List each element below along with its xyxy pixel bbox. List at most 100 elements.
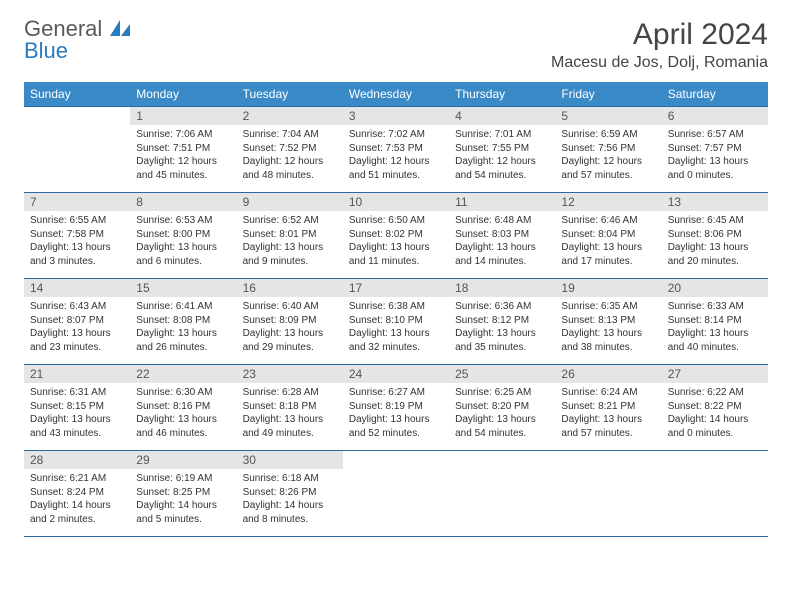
title-block: April 2024 Macesu de Jos, Dolj, Romania bbox=[551, 18, 768, 72]
day-details: Sunrise: 6:30 AMSunset: 8:16 PMDaylight:… bbox=[130, 383, 236, 443]
day-number: 26 bbox=[555, 365, 661, 383]
calendar-cell: 5Sunrise: 6:59 AMSunset: 7:56 PMDaylight… bbox=[555, 107, 661, 193]
day-details: Sunrise: 6:46 AMSunset: 8:04 PMDaylight:… bbox=[555, 211, 661, 271]
calendar-cell: 17Sunrise: 6:38 AMSunset: 8:10 PMDayligh… bbox=[343, 279, 449, 365]
day-number: 30 bbox=[237, 451, 343, 469]
weekday-header: Friday bbox=[555, 82, 661, 107]
day-details: Sunrise: 6:35 AMSunset: 8:13 PMDaylight:… bbox=[555, 297, 661, 357]
calendar-cell: 28Sunrise: 6:21 AMSunset: 8:24 PMDayligh… bbox=[24, 451, 130, 537]
calendar-cell: 2Sunrise: 7:04 AMSunset: 7:52 PMDaylight… bbox=[237, 107, 343, 193]
day-details: Sunrise: 6:57 AMSunset: 7:57 PMDaylight:… bbox=[662, 125, 768, 185]
calendar-cell: 16Sunrise: 6:40 AMSunset: 8:09 PMDayligh… bbox=[237, 279, 343, 365]
location: Macesu de Jos, Dolj, Romania bbox=[551, 54, 768, 72]
day-details: Sunrise: 6:19 AMSunset: 8:25 PMDaylight:… bbox=[130, 469, 236, 529]
day-number: 29 bbox=[130, 451, 236, 469]
calendar-cell: 9Sunrise: 6:52 AMSunset: 8:01 PMDaylight… bbox=[237, 193, 343, 279]
day-number: 1 bbox=[130, 107, 236, 125]
day-details: Sunrise: 6:45 AMSunset: 8:06 PMDaylight:… bbox=[662, 211, 768, 271]
calendar-cell: 26Sunrise: 6:24 AMSunset: 8:21 PMDayligh… bbox=[555, 365, 661, 451]
day-number: 23 bbox=[237, 365, 343, 383]
day-details: Sunrise: 6:55 AMSunset: 7:58 PMDaylight:… bbox=[24, 211, 130, 271]
calendar-cell: 3Sunrise: 7:02 AMSunset: 7:53 PMDaylight… bbox=[343, 107, 449, 193]
day-number: 3 bbox=[343, 107, 449, 125]
day-number: 24 bbox=[343, 365, 449, 383]
day-number: 14 bbox=[24, 279, 130, 297]
day-number: 27 bbox=[662, 365, 768, 383]
calendar-table: SundayMondayTuesdayWednesdayThursdayFrid… bbox=[24, 82, 768, 537]
calendar-row: 1Sunrise: 7:06 AMSunset: 7:51 PMDaylight… bbox=[24, 107, 768, 193]
day-details: Sunrise: 7:06 AMSunset: 7:51 PMDaylight:… bbox=[130, 125, 236, 185]
calendar-body: 1Sunrise: 7:06 AMSunset: 7:51 PMDaylight… bbox=[24, 107, 768, 537]
day-number: 20 bbox=[662, 279, 768, 297]
day-details: Sunrise: 7:01 AMSunset: 7:55 PMDaylight:… bbox=[449, 125, 555, 185]
weekday-header: Sunday bbox=[24, 82, 130, 107]
day-details: Sunrise: 6:33 AMSunset: 8:14 PMDaylight:… bbox=[662, 297, 768, 357]
calendar-cell: 14Sunrise: 6:43 AMSunset: 8:07 PMDayligh… bbox=[24, 279, 130, 365]
weekday-header: Tuesday bbox=[237, 82, 343, 107]
day-number: 6 bbox=[662, 107, 768, 125]
calendar-cell: 10Sunrise: 6:50 AMSunset: 8:02 PMDayligh… bbox=[343, 193, 449, 279]
calendar-page: General Blue April 2024 Macesu de Jos, D… bbox=[0, 0, 792, 555]
calendar-row: 28Sunrise: 6:21 AMSunset: 8:24 PMDayligh… bbox=[24, 451, 768, 537]
day-number: 25 bbox=[449, 365, 555, 383]
day-number: 4 bbox=[449, 107, 555, 125]
calendar-cell: 25Sunrise: 6:25 AMSunset: 8:20 PMDayligh… bbox=[449, 365, 555, 451]
day-details: Sunrise: 6:50 AMSunset: 8:02 PMDaylight:… bbox=[343, 211, 449, 271]
day-number: 5 bbox=[555, 107, 661, 125]
day-number: 13 bbox=[662, 193, 768, 211]
calendar-cell: 8Sunrise: 6:53 AMSunset: 8:00 PMDaylight… bbox=[130, 193, 236, 279]
calendar-cell: 13Sunrise: 6:45 AMSunset: 8:06 PMDayligh… bbox=[662, 193, 768, 279]
weekday-header: Thursday bbox=[449, 82, 555, 107]
calendar-cell: 7Sunrise: 6:55 AMSunset: 7:58 PMDaylight… bbox=[24, 193, 130, 279]
day-details: Sunrise: 6:24 AMSunset: 8:21 PMDaylight:… bbox=[555, 383, 661, 443]
day-number: 19 bbox=[555, 279, 661, 297]
calendar-cell: 4Sunrise: 7:01 AMSunset: 7:55 PMDaylight… bbox=[449, 107, 555, 193]
calendar-cell: 19Sunrise: 6:35 AMSunset: 8:13 PMDayligh… bbox=[555, 279, 661, 365]
calendar-cell: 15Sunrise: 6:41 AMSunset: 8:08 PMDayligh… bbox=[130, 279, 236, 365]
calendar-cell: 29Sunrise: 6:19 AMSunset: 8:25 PMDayligh… bbox=[130, 451, 236, 537]
month-title: April 2024 bbox=[551, 18, 768, 52]
day-details: Sunrise: 6:25 AMSunset: 8:20 PMDaylight:… bbox=[449, 383, 555, 443]
day-number: 9 bbox=[237, 193, 343, 211]
day-details: Sunrise: 6:43 AMSunset: 8:07 PMDaylight:… bbox=[24, 297, 130, 357]
weekday-header: Monday bbox=[130, 82, 236, 107]
calendar-cell bbox=[343, 451, 449, 537]
day-number: 12 bbox=[555, 193, 661, 211]
day-details: Sunrise: 6:48 AMSunset: 8:03 PMDaylight:… bbox=[449, 211, 555, 271]
day-details: Sunrise: 6:52 AMSunset: 8:01 PMDaylight:… bbox=[237, 211, 343, 271]
day-details: Sunrise: 6:38 AMSunset: 8:10 PMDaylight:… bbox=[343, 297, 449, 357]
header: General Blue April 2024 Macesu de Jos, D… bbox=[24, 18, 768, 72]
calendar-row: 14Sunrise: 6:43 AMSunset: 8:07 PMDayligh… bbox=[24, 279, 768, 365]
day-details: Sunrise: 6:27 AMSunset: 8:19 PMDaylight:… bbox=[343, 383, 449, 443]
day-details: Sunrise: 7:02 AMSunset: 7:53 PMDaylight:… bbox=[343, 125, 449, 185]
day-details: Sunrise: 6:41 AMSunset: 8:08 PMDaylight:… bbox=[130, 297, 236, 357]
day-details: Sunrise: 7:04 AMSunset: 7:52 PMDaylight:… bbox=[237, 125, 343, 185]
day-details: Sunrise: 6:22 AMSunset: 8:22 PMDaylight:… bbox=[662, 383, 768, 443]
calendar-row: 7Sunrise: 6:55 AMSunset: 7:58 PMDaylight… bbox=[24, 193, 768, 279]
calendar-cell: 24Sunrise: 6:27 AMSunset: 8:19 PMDayligh… bbox=[343, 365, 449, 451]
day-number: 17 bbox=[343, 279, 449, 297]
calendar-cell: 30Sunrise: 6:18 AMSunset: 8:26 PMDayligh… bbox=[237, 451, 343, 537]
day-number: 11 bbox=[449, 193, 555, 211]
calendar-cell bbox=[449, 451, 555, 537]
logo: General Blue bbox=[24, 18, 130, 62]
logo-word-blue: Blue bbox=[24, 40, 130, 62]
day-number: 16 bbox=[237, 279, 343, 297]
day-details: Sunrise: 6:18 AMSunset: 8:26 PMDaylight:… bbox=[237, 469, 343, 529]
calendar-cell: 23Sunrise: 6:28 AMSunset: 8:18 PMDayligh… bbox=[237, 365, 343, 451]
calendar-row: 21Sunrise: 6:31 AMSunset: 8:15 PMDayligh… bbox=[24, 365, 768, 451]
day-number: 22 bbox=[130, 365, 236, 383]
calendar-cell: 12Sunrise: 6:46 AMSunset: 8:04 PMDayligh… bbox=[555, 193, 661, 279]
day-details: Sunrise: 6:36 AMSunset: 8:12 PMDaylight:… bbox=[449, 297, 555, 357]
calendar-cell: 6Sunrise: 6:57 AMSunset: 7:57 PMDaylight… bbox=[662, 107, 768, 193]
calendar-cell: 11Sunrise: 6:48 AMSunset: 8:03 PMDayligh… bbox=[449, 193, 555, 279]
day-number: 28 bbox=[24, 451, 130, 469]
day-number: 18 bbox=[449, 279, 555, 297]
calendar-cell: 18Sunrise: 6:36 AMSunset: 8:12 PMDayligh… bbox=[449, 279, 555, 365]
logo-sail-icon bbox=[110, 16, 130, 41]
day-number: 10 bbox=[343, 193, 449, 211]
calendar-header-row: SundayMondayTuesdayWednesdayThursdayFrid… bbox=[24, 82, 768, 107]
calendar-cell: 1Sunrise: 7:06 AMSunset: 7:51 PMDaylight… bbox=[130, 107, 236, 193]
day-details: Sunrise: 6:21 AMSunset: 8:24 PMDaylight:… bbox=[24, 469, 130, 529]
day-number: 2 bbox=[237, 107, 343, 125]
